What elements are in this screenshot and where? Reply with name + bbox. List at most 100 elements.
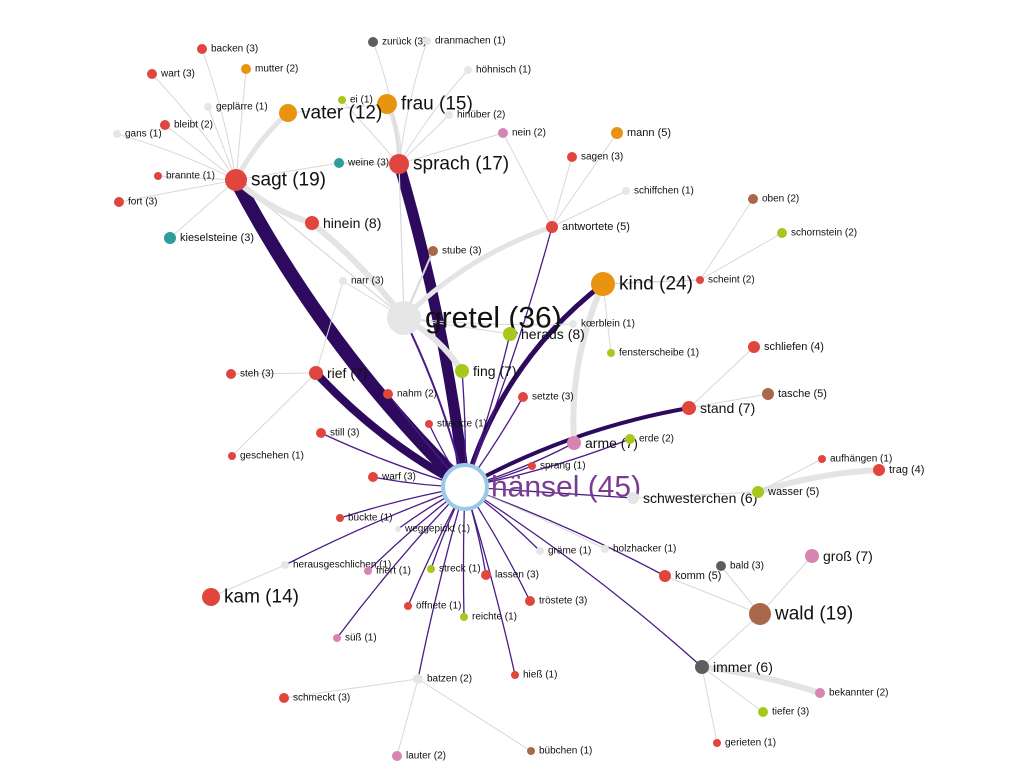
node-weggepickt[interactable]: weggepickt (1)	[395, 524, 470, 535]
node-gans[interactable]: gans (1)	[113, 129, 162, 140]
node-sprang[interactable]: sprang (1)	[528, 461, 586, 472]
edge-sagt-backen	[201, 48, 237, 181]
node-still[interactable]: still (3)	[316, 428, 359, 439]
node-antwortete[interactable]: antwortete (5)	[546, 221, 630, 233]
node-fort[interactable]: fort (3)	[114, 197, 157, 208]
node-nein[interactable]: nein (2)	[498, 128, 546, 139]
node-holzhacker[interactable]: holzhacker (1)	[601, 544, 676, 555]
edge-stand-tasche	[688, 393, 769, 409]
node-schornstein[interactable]: schornstein (2)	[777, 228, 857, 239]
node-oben[interactable]: oben (2)	[748, 194, 799, 205]
node-weine[interactable]: weine (3)	[334, 158, 389, 169]
node-aufhaengen[interactable]: aufhängen (1)	[818, 454, 892, 465]
node-wasser[interactable]: wasser (5)	[752, 486, 819, 498]
node-warf[interactable]: warf (3)	[368, 472, 416, 483]
node-backen[interactable]: backen (3)	[197, 44, 258, 55]
node-fing[interactable]: fing (7)	[455, 363, 517, 379]
node-schiffchen[interactable]: schiffchen (1)	[622, 186, 694, 197]
node-dot	[752, 486, 764, 498]
node-sagen[interactable]: sagen (3)	[567, 152, 623, 163]
node-schwesterchen[interactable]: schwesterchen (6)	[627, 490, 757, 506]
node-kind[interactable]: kind (24)	[591, 272, 693, 296]
node-schmeckt[interactable]: schmeckt (3)	[279, 693, 350, 704]
node-ei[interactable]: ei (1)	[338, 95, 373, 106]
node-friert[interactable]: friert (1)	[364, 566, 411, 577]
node-bleibt[interactable]: bleibt (2)	[160, 120, 213, 131]
node-hiess[interactable]: hieß (1)	[511, 670, 557, 681]
node-batzen[interactable]: batzen (2)	[413, 674, 472, 685]
node-label: bekannter (2)	[829, 688, 888, 699]
node-dranmachen[interactable]: dranmachen (1)	[423, 36, 506, 47]
nodes-layer: hänsel (45) gretel (36) kind (24) sagt (19)…	[113, 36, 924, 762]
node-bueckte[interactable]: bückte (1)	[336, 513, 392, 524]
node-nahm[interactable]: nahm (2)	[383, 389, 437, 400]
node-stand[interactable]: stand (7)	[682, 400, 755, 416]
node-mann[interactable]: mann (5)	[611, 127, 671, 139]
node-tiefer[interactable]: tiefer (3)	[758, 707, 809, 718]
node-oeffnete[interactable]: öffnete (1)	[404, 601, 461, 612]
node-label: lauter (2)	[406, 751, 446, 762]
node-dot	[455, 364, 469, 378]
node-koerblein[interactable]: kœrblein (1)	[569, 319, 635, 330]
node-komm[interactable]: komm (5)	[659, 570, 721, 582]
node-haensel[interactable]: hänsel (45)	[441, 463, 641, 511]
node-label: sagen (3)	[581, 152, 623, 163]
node-narr[interactable]: narr (3)	[339, 276, 384, 287]
node-graeme[interactable]: gräme (1)	[536, 546, 591, 557]
node-troestete[interactable]: tröstete (3)	[525, 596, 587, 607]
node-streck[interactable]: streck (1)	[427, 564, 481, 575]
node-steh[interactable]: steh (3)	[226, 369, 274, 380]
node-heraus[interactable]: heraus (8)	[503, 326, 585, 342]
node-erde[interactable]: erde (2)	[625, 434, 674, 445]
node-hinein[interactable]: hinein (8)	[305, 215, 381, 231]
edge-haensel-batzen	[417, 486, 466, 680]
node-dot	[114, 197, 124, 207]
node-bekannter[interactable]: bekannter (2)	[815, 688, 888, 699]
node-sagt[interactable]: sagt (19)	[225, 169, 326, 191]
node-zurueck[interactable]: zurück (3)	[368, 37, 426, 48]
edge-haensel-antwortete	[464, 226, 553, 488]
node-bald[interactable]: bald (3)	[716, 561, 764, 572]
node-tasche[interactable]: tasche (5)	[762, 388, 827, 400]
node-lassen[interactable]: lassen (3)	[481, 570, 539, 581]
node-dot	[413, 674, 423, 684]
node-trag[interactable]: trag (4)	[873, 464, 924, 476]
node-wald[interactable]: wald (19)	[749, 603, 853, 625]
node-streckte[interactable]: streckte (1)	[425, 419, 487, 430]
node-kieselsteine[interactable]: kieselsteine (3)	[164, 232, 254, 244]
node-dot	[518, 392, 528, 402]
node-gross[interactable]: groß (7)	[805, 548, 873, 564]
node-geschehen[interactable]: geschehen (1)	[228, 451, 304, 462]
node-dot	[441, 463, 489, 511]
node-label: wasser (5)	[767, 486, 819, 498]
node-setzte[interactable]: setzte (3)	[518, 392, 574, 403]
node-geplaerre[interactable]: geplärre (1)	[204, 102, 268, 113]
node-frau[interactable]: frau (15)	[377, 94, 473, 115]
node-buebchen[interactable]: bübchen (1)	[527, 746, 592, 757]
node-mutter[interactable]: mutter (2)	[241, 64, 298, 75]
node-gretel[interactable]: gretel (36)	[387, 301, 562, 335]
node-scheint[interactable]: scheint (2)	[696, 275, 755, 286]
node-gerieten[interactable]: gerieten (1)	[713, 738, 776, 749]
node-suess[interactable]: süß (1)	[333, 633, 377, 644]
node-stube[interactable]: stube (3)	[428, 246, 481, 257]
node-kam[interactable]: kam (14)	[202, 587, 299, 608]
node-rief[interactable]: rief (7)	[309, 365, 367, 381]
node-sprach[interactable]: sprach (17)	[389, 154, 509, 175]
node-hoehnisch[interactable]: höhnisch (1)	[464, 65, 531, 76]
node-hinueber[interactable]: hinüber (2)	[445, 110, 505, 121]
node-dot	[368, 472, 378, 482]
node-label: kœrblein (1)	[581, 319, 635, 330]
node-herausgeschlichen[interactable]: herausgeschlichen (1)	[281, 560, 391, 571]
node-lauter[interactable]: lauter (2)	[392, 751, 446, 762]
node-reichte[interactable]: reichte (1)	[460, 612, 517, 623]
node-arme[interactable]: arme (7)	[567, 435, 638, 451]
node-fensterscheibe[interactable]: fensterscheibe (1)	[607, 348, 699, 359]
node-immer[interactable]: immer (6)	[695, 659, 773, 675]
node-schliefen[interactable]: schliefen (4)	[748, 341, 824, 353]
edge-rief-narr	[315, 280, 344, 374]
node-wart[interactable]: wart (3)	[147, 69, 195, 80]
node-brannte[interactable]: brannte (1)	[154, 171, 215, 182]
node-vater[interactable]: vater (12)	[279, 103, 382, 124]
node-label: vater (12)	[301, 103, 382, 124]
